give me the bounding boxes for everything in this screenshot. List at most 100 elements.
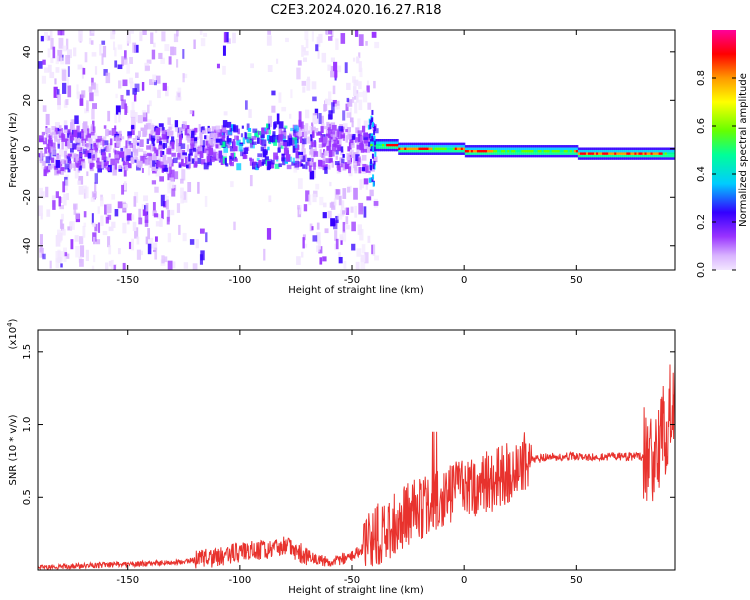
spectrogram-cell xyxy=(334,160,340,166)
spectrogram-cell xyxy=(336,140,340,144)
x-tick-label: -100 xyxy=(229,275,252,286)
spectrogram-cell xyxy=(73,203,78,210)
spectrogram-cell xyxy=(49,260,52,269)
spectrogram-cell xyxy=(48,135,52,144)
spectrogram-cell xyxy=(466,150,470,153)
spectrogram-cell xyxy=(525,152,528,155)
spectrogram-cell xyxy=(344,224,350,230)
spectrogram-cell xyxy=(327,64,332,71)
spectrogram-cell xyxy=(105,164,109,170)
spectrogram-cell xyxy=(612,147,615,151)
spectrogram-cell xyxy=(269,135,274,143)
spectrogram-cell xyxy=(67,49,72,59)
spectrogram-cell xyxy=(616,149,619,153)
x-tick-label: -50 xyxy=(344,575,360,586)
spectrogram-cell xyxy=(78,185,84,195)
spectrogram-cell xyxy=(76,132,82,140)
spectrogram-cell xyxy=(346,112,352,118)
spectrogram-cell xyxy=(491,147,494,151)
spectrogram-cell xyxy=(312,96,317,102)
spectrogram-cell xyxy=(147,228,151,240)
spectrogram-cell xyxy=(229,145,235,152)
spectrogram-cell xyxy=(382,139,385,142)
spectrogram-cell xyxy=(78,165,82,171)
spectrogram-cell xyxy=(182,152,187,156)
spectrogram-cell xyxy=(167,173,171,181)
spectrogram-cell xyxy=(376,146,379,149)
spectrogram-cell xyxy=(61,213,64,222)
spectrogram-cell xyxy=(341,158,345,164)
spectrogram-cell xyxy=(199,151,204,159)
spectrogram-cell xyxy=(106,161,109,165)
spectrogram-cell xyxy=(307,157,311,162)
spectrogram-cell xyxy=(303,50,309,56)
spectrogram-cell xyxy=(178,137,182,145)
spectrogram-cell xyxy=(668,154,672,158)
spectrogram-cell xyxy=(350,150,354,158)
spectrogram-cell xyxy=(160,194,165,207)
spectrogram-cell xyxy=(60,163,66,168)
spectrogram-cell xyxy=(644,154,647,158)
spectrogram-cell xyxy=(69,221,75,230)
spectrogram-cell xyxy=(384,139,387,142)
spectrogram-cell xyxy=(264,156,269,162)
spectrogram-cell xyxy=(388,141,391,144)
spectrogram-cell xyxy=(656,152,660,155)
spectrogram-cell xyxy=(650,152,654,155)
spectrogram-cell xyxy=(537,154,541,158)
spectrogram-cell xyxy=(151,124,155,133)
spectrogram-cell xyxy=(640,152,643,155)
spectrogram-cell xyxy=(73,153,77,158)
spectrogram-cell xyxy=(165,199,169,210)
spectrogram-cell xyxy=(642,152,645,155)
spectrogram-cell xyxy=(660,149,664,153)
spectrogram-cell xyxy=(390,148,393,152)
spectrogram-cell xyxy=(247,127,252,132)
spectrogram-cell xyxy=(614,157,617,160)
spectrogram-cell xyxy=(282,142,287,146)
spectrogram-cell xyxy=(82,140,85,147)
spectrogram-cell xyxy=(140,160,143,167)
spectrogram-cell xyxy=(338,126,344,132)
spectrogram-cell xyxy=(131,238,134,251)
spectrogram-cell xyxy=(581,154,585,158)
spectrogram-cell xyxy=(450,147,454,150)
spectrogram-cell xyxy=(402,149,405,153)
spectrogram-cell xyxy=(46,35,51,41)
spectrogram-cell xyxy=(100,197,104,207)
spectrogram-cell xyxy=(171,188,176,197)
spectrogram-cell xyxy=(208,147,214,156)
spectrogram-cell xyxy=(267,65,273,72)
spectrogram-cell xyxy=(285,154,291,162)
spectrogram-cell xyxy=(155,168,161,177)
spectrogram-cell xyxy=(116,150,119,157)
spectrogram-cell xyxy=(616,152,619,155)
spectrogram-cell xyxy=(328,164,331,170)
spectrogram-cell xyxy=(495,145,498,148)
spectrogram-cell xyxy=(62,82,67,94)
spectrogram-cell xyxy=(557,150,561,153)
spectrogram-cell xyxy=(201,159,206,165)
spectrogram-cell xyxy=(79,94,84,106)
spectrogram-cell xyxy=(600,149,603,153)
spectrogram-cell xyxy=(89,92,94,102)
spectrogram-cell xyxy=(464,145,468,148)
spectrogram-cell xyxy=(278,128,283,136)
spectrogram-cell xyxy=(589,152,593,155)
spectrogram-cell xyxy=(614,147,617,151)
spectrogram-cell xyxy=(257,153,263,158)
spectrogram-cell xyxy=(86,171,89,177)
spectrogram-cell xyxy=(341,200,345,209)
spectrogram-cell xyxy=(128,156,133,161)
spectrogram-cell xyxy=(521,145,524,148)
spectrogram-cell xyxy=(583,157,587,160)
snr-y-multiplier: (x104) xyxy=(6,318,19,349)
spectrogram-cell xyxy=(456,147,460,150)
spectrogram-cell xyxy=(193,39,196,50)
spectrogram-cell xyxy=(535,145,538,148)
spectrogram-cell xyxy=(184,129,190,136)
spectrogram-cell xyxy=(311,81,317,90)
spectrogram-cell xyxy=(342,154,345,158)
spectrogram-cell xyxy=(197,157,202,164)
spectrogram-cell xyxy=(91,213,94,225)
